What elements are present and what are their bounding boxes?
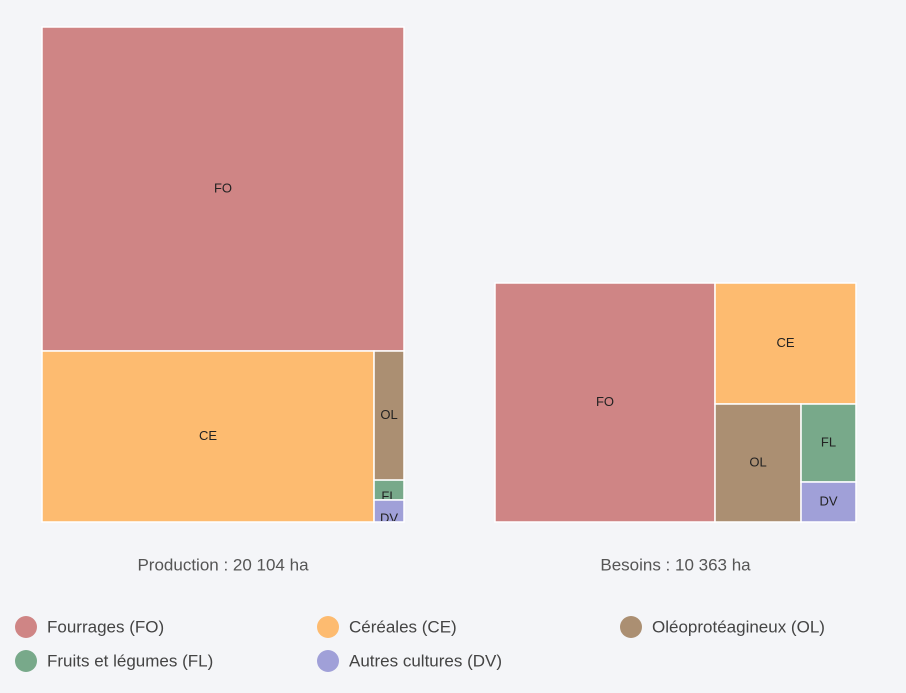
treemap-tile	[41, 350, 375, 523]
legend-swatch	[620, 616, 642, 638]
treemap-caption: Production : 20 104 ha	[137, 555, 309, 574]
treemap-caption: Besoins : 10 363 ha	[600, 555, 751, 574]
treemap-tile	[41, 26, 405, 352]
tile-label: CE	[199, 428, 217, 443]
tile-label: DV	[380, 510, 398, 525]
tile-label: FL	[821, 434, 836, 449]
legend-label: Céréales (CE)	[349, 617, 457, 636]
legend-swatch	[317, 616, 339, 638]
tile-label: CE	[776, 335, 794, 350]
treemap-tile	[800, 403, 857, 483]
legend-label: Fourrages (FO)	[47, 617, 164, 636]
tile-label: FO	[214, 180, 232, 195]
tile-label: OL	[749, 454, 766, 469]
legend-label: Fruits et légumes (FL)	[47, 651, 213, 670]
legend-label: Autres cultures (DV)	[349, 651, 502, 670]
tile-label: DV	[819, 493, 837, 508]
treemap-tile	[373, 350, 405, 481]
treemap-tile	[373, 499, 405, 523]
tile-label: FO	[596, 394, 614, 409]
tile-label: OL	[380, 407, 397, 422]
tile-label: FL	[381, 488, 396, 503]
legend-swatch	[15, 650, 37, 672]
treemap-tile	[494, 282, 716, 523]
legend-label: Oléoprotéagineux (OL)	[652, 617, 825, 636]
legend-swatch	[15, 616, 37, 638]
treemap-tile	[714, 282, 857, 405]
treemap-tile	[800, 481, 857, 523]
legend-swatch	[317, 650, 339, 672]
